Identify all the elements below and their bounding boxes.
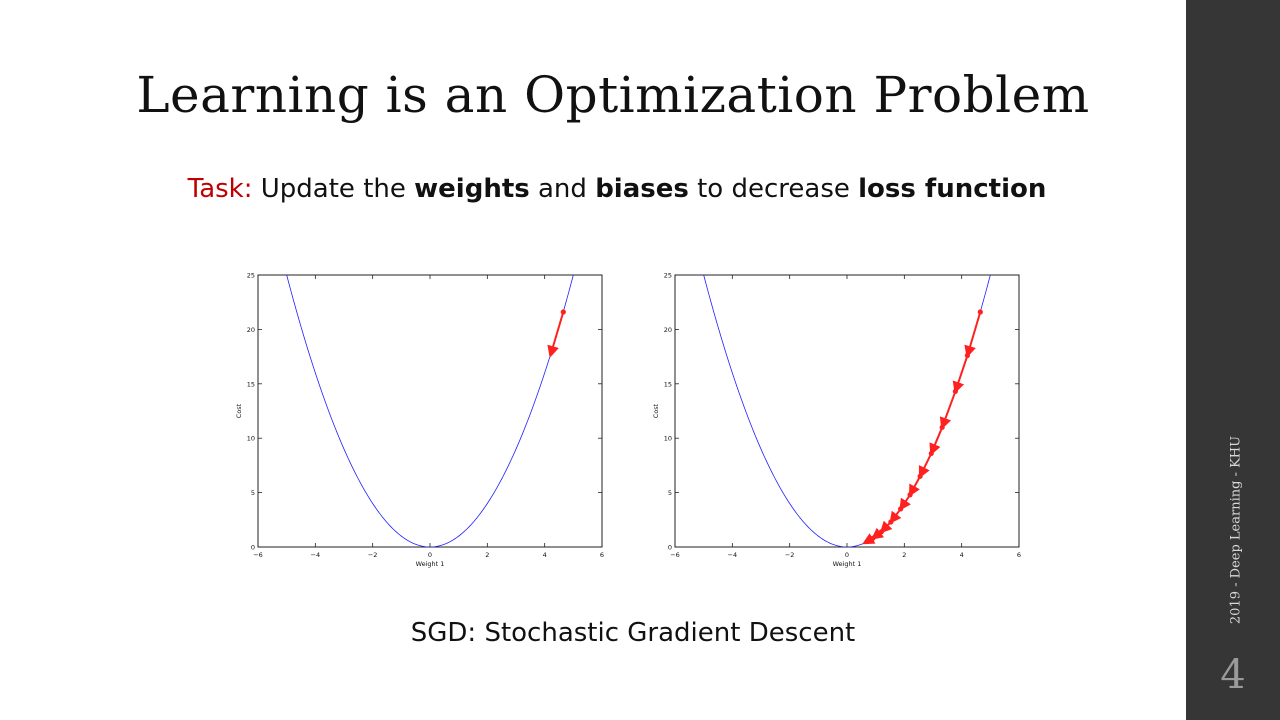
- descent-step-arrow: [918, 452, 933, 479]
- x-tick-label: 6: [600, 551, 604, 559]
- cost-curve: [286, 275, 574, 547]
- task-line: Task: Update the weights and biases to d…: [0, 174, 1234, 204]
- y-tick-label: 10: [247, 435, 255, 443]
- y-tick-label: 5: [668, 489, 672, 497]
- descent-point: [928, 450, 934, 457]
- y-tick-label: 15: [247, 380, 255, 388]
- y-tick-label: 25: [247, 272, 255, 280]
- y-tick-label: 0: [251, 544, 255, 552]
- task-bold-loss: loss function: [858, 174, 1047, 204]
- chart-single-step: −6 −4 −2 0 2 4 6 0 5 10 15 20 25 Weight 1 Cost: [235, 272, 604, 569]
- y-tick-label: 25: [664, 272, 672, 280]
- plot-area: [703, 275, 991, 547]
- x-tick-label: −4: [728, 551, 738, 559]
- descent-step-arrow: [952, 355, 969, 394]
- descent-point: [898, 506, 904, 512]
- descent-point: [939, 424, 945, 430]
- x-tick-label: −6: [253, 551, 263, 559]
- chart-sgd-steps: −6 −4 −2 0 2 4 6 0 5 10 15 20 25 Weight 1 Cost: [652, 272, 1021, 569]
- y-tick-label: 10: [664, 435, 672, 443]
- task-text-3: to decrease: [697, 174, 850, 204]
- y-axis-label: Cost: [235, 403, 243, 418]
- task-bold-biases: biases: [595, 174, 689, 204]
- y-tick-label: 20: [247, 326, 255, 334]
- sidebar: [1186, 0, 1280, 720]
- x-tick-label: 4: [543, 551, 547, 559]
- x-tick-label: 0: [845, 551, 849, 559]
- plot-frame: [257, 274, 603, 548]
- y-tick-label: 20: [664, 326, 672, 334]
- footer-text: 2019 - Deep Learning - KHU: [1228, 435, 1244, 625]
- x-tick-label: 2: [485, 551, 489, 559]
- descent-point: [870, 535, 876, 541]
- descent-step-arrow: [929, 426, 944, 456]
- descent-step-arrow: [964, 311, 982, 358]
- descent-point: [964, 352, 970, 359]
- x-tick-label: −2: [368, 551, 378, 559]
- descent-step-arrow: [908, 475, 921, 497]
- task-label: Task:: [187, 174, 253, 204]
- x-tick-label: −6: [670, 551, 680, 559]
- y-tick-label: 5: [251, 489, 255, 497]
- descent-point: [878, 529, 884, 535]
- descent-point: [917, 473, 923, 479]
- task-bold-weights: weights: [414, 174, 530, 204]
- task-text-2: and: [538, 174, 587, 204]
- y-axis-label: Cost: [652, 403, 660, 418]
- descent-point: [888, 519, 894, 525]
- descent-step-arrow: [547, 311, 565, 358]
- plot-frame: [674, 274, 1020, 548]
- y-tick-label: 0: [668, 544, 672, 552]
- x-tick-label: −2: [785, 551, 795, 559]
- descent-point: [977, 309, 983, 315]
- slide-title: Learning is an Optimization Problem: [136, 66, 1090, 124]
- x-tick-label: 2: [902, 551, 906, 559]
- descent-point: [952, 388, 958, 395]
- x-tick-label: 4: [960, 551, 964, 559]
- task-text-1: Update the: [260, 174, 406, 204]
- descent-step-arrow: [939, 391, 957, 430]
- descent-point: [907, 492, 913, 498]
- x-tick-label: 0: [428, 551, 432, 559]
- y-tick-label: 15: [664, 380, 672, 388]
- x-axis-label: Weight 1: [416, 560, 445, 568]
- page-number: 4: [1220, 652, 1246, 698]
- x-tick-label: −4: [311, 551, 321, 559]
- x-axis-label: Weight 1: [833, 560, 862, 568]
- x-tick-label: 6: [1017, 551, 1021, 559]
- descent-point: [560, 309, 566, 315]
- caption: SGD: Stochastic Gradient Descent: [410, 618, 856, 648]
- descent-step-arrow: [889, 508, 902, 524]
- descent-step-arrow: [899, 494, 911, 511]
- plot-area: [286, 275, 574, 547]
